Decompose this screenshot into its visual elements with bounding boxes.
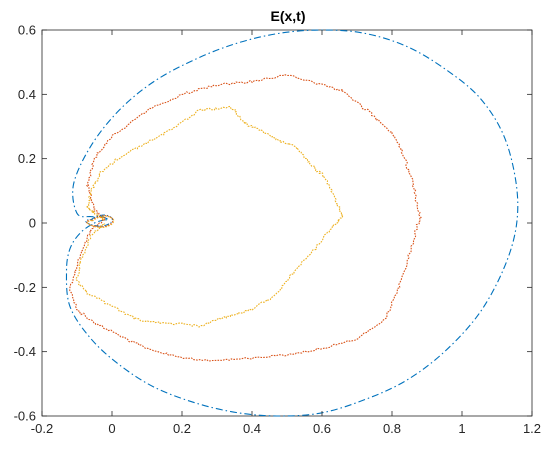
x-tick-label: 0.4 [243, 421, 261, 436]
y-tick-label: 0.6 [18, 23, 36, 38]
tick-layer: -0.2 0 0.2 0.4 0.6 0.8 1 1.2 -0.6 -0.4 -0.2 0 0.2 0.4… [14, 23, 541, 437]
x-tick-label: 1 [458, 421, 465, 436]
origin-loop-3 [86, 215, 115, 229]
chart-title: E(x,t) [271, 8, 306, 24]
plot-area-frame [41, 29, 533, 417]
series-line-3 [75, 105, 344, 328]
series-line-2 [69, 74, 422, 362]
series-layer [65, 29, 519, 417]
x-tick-label: 0.8 [383, 421, 401, 436]
x-tick-label: 0 [108, 421, 115, 436]
y-tick-label: -0.4 [14, 344, 36, 359]
y-tick-label: 0.2 [18, 151, 36, 166]
x-tick-label: 1.2 [523, 421, 541, 436]
y-tick-label: -0.2 [14, 280, 36, 295]
y-tick-label: -0.6 [14, 409, 36, 424]
y-tick-label: 0 [29, 216, 36, 231]
x-tick-label: 0.6 [313, 421, 331, 436]
series-line-1 [65, 29, 519, 417]
x-tick-label: -0.2 [31, 421, 53, 436]
x-tick-label: 0.2 [173, 421, 191, 436]
y-tick-label: 0.4 [18, 87, 36, 102]
origin-loop-2 [86, 215, 114, 228]
